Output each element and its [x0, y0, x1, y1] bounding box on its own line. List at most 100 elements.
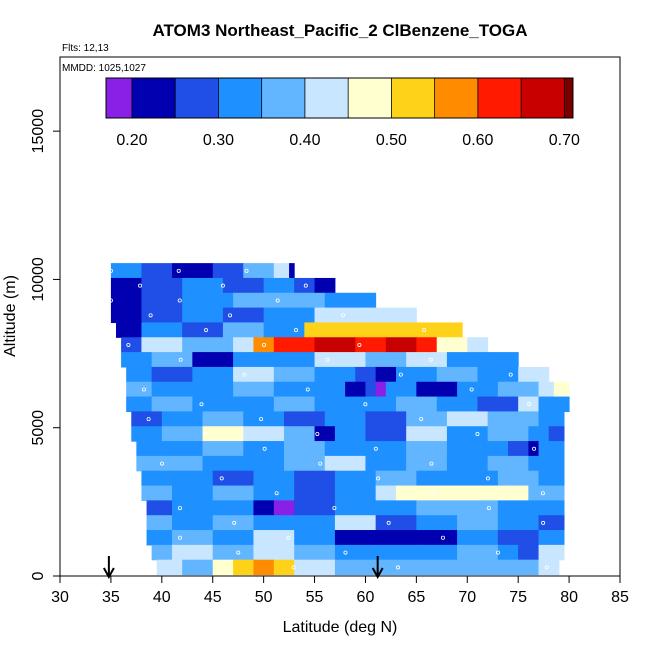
heatmap-cell: [253, 337, 275, 353]
heatmap-cell: [182, 559, 214, 576]
heatmap-cell: [172, 263, 214, 279]
heatmap-cell: [212, 530, 254, 546]
heatmap-cell: [487, 441, 509, 457]
heatmap-cell: [121, 337, 142, 353]
heatmap-cell: [253, 500, 275, 516]
heatmap-cell: [334, 559, 377, 576]
heatmap-cell: [110, 292, 142, 309]
heatmap-cell: [487, 426, 529, 442]
heatmap-cell: [161, 441, 204, 457]
heatmap-cell: [446, 411, 489, 427]
heatmap-cell: [314, 337, 356, 353]
heatmap-cell: [416, 381, 458, 398]
sample-point: [475, 431, 480, 436]
heatmap-cell: [385, 337, 417, 353]
heatmap-cell: [548, 426, 565, 442]
x-tick-label: 75: [509, 589, 527, 606]
sample-point: [469, 387, 474, 392]
colorbar-bin: [391, 78, 436, 118]
sample-point: [398, 372, 403, 377]
y-tick-label: 5000: [30, 410, 47, 446]
heatmap-cell: [222, 322, 265, 338]
sample-point: [202, 431, 207, 436]
heatmap-cell: [538, 470, 565, 487]
heatmap-cell: [487, 455, 529, 472]
sample-point: [262, 446, 267, 451]
heatmap-cell: [375, 515, 417, 531]
sample-point: [259, 417, 264, 422]
sample-point: [286, 535, 291, 540]
heatmap-bands: [108, 263, 570, 576]
heatmap-cell: [324, 411, 366, 427]
latitude-arrows: [102, 556, 384, 580]
heatmap-cell: [253, 515, 295, 531]
heatmap-cell: [222, 307, 265, 324]
sample-point: [219, 476, 224, 481]
sample-point: [486, 506, 491, 511]
heatmap-cell: [324, 292, 377, 309]
heatmap-cell: [136, 455, 163, 472]
heatmap-cell: [146, 515, 173, 531]
sample-point: [325, 357, 330, 362]
heatmap-cell: [365, 426, 407, 442]
sample-point: [141, 387, 146, 392]
heatmap-cell: [518, 396, 540, 412]
heatmap-cell: [141, 322, 183, 338]
heatmap-cell: [446, 352, 489, 368]
colorbar-bin: [477, 78, 522, 118]
heatmap-cell: [406, 441, 448, 457]
heatmap-cell: [416, 544, 458, 561]
sample-point: [496, 550, 501, 555]
colorbar-tick-label: 0.60: [462, 132, 493, 149]
heatmap-cell: [294, 277, 316, 294]
heatmap-cell: [273, 366, 316, 383]
heatmap-cell: [294, 500, 336, 516]
heatmap-cell: [538, 396, 570, 412]
heatmap-cell: [172, 544, 214, 561]
heatmap-cell: [416, 337, 438, 353]
sample-point: [363, 402, 368, 407]
heatmap-cell: [375, 381, 387, 398]
heatmap-cell: [538, 381, 555, 398]
sample-point: [275, 298, 280, 303]
heatmap-cell: [518, 366, 550, 383]
heatmap-cell: [289, 263, 295, 279]
heatmap-cell: [538, 411, 565, 427]
heatmap-cell: [294, 559, 336, 576]
sample-point: [332, 506, 337, 511]
sample-point: [220, 283, 225, 288]
heatmap-cell: [182, 277, 224, 294]
sample-point: [176, 268, 181, 273]
heatmap-cell: [294, 470, 336, 487]
heatmap-cell: [172, 530, 214, 546]
heatmap-cell: [355, 366, 377, 383]
heatmap-cell: [396, 366, 438, 383]
heatmap-cell: [172, 500, 214, 516]
heatmap-cell: [253, 470, 295, 487]
colorbar-tick-label: 0.30: [203, 132, 234, 149]
heatmap-cell: [141, 292, 183, 309]
sample-point: [108, 268, 113, 273]
heatmap-cell: [192, 352, 234, 368]
heatmap-cell: [477, 396, 519, 412]
sample-point: [160, 461, 165, 466]
heatmap-cell: [314, 426, 336, 442]
y-tick-label: 10000: [30, 257, 47, 302]
heatmap-cell: [497, 559, 540, 576]
heatmap-cell: [314, 366, 356, 383]
x-tick-label: 65: [407, 589, 425, 606]
heatmap-cell: [446, 426, 489, 442]
colorbar-bin: [521, 78, 565, 118]
heatmap-cell: [528, 455, 565, 472]
heatmap-cell: [304, 322, 366, 338]
sample-point: [126, 342, 131, 347]
heatmap-cell: [467, 337, 489, 353]
heatmap-cell: [497, 544, 519, 561]
sample-point: [138, 283, 143, 288]
sample-point: [177, 506, 182, 511]
heatmap-cell: [553, 381, 570, 398]
heatmap-cell: [243, 441, 285, 457]
sample-point: [428, 357, 433, 362]
heatmap-cell: [212, 500, 254, 516]
heatmap-cell: [110, 307, 142, 324]
